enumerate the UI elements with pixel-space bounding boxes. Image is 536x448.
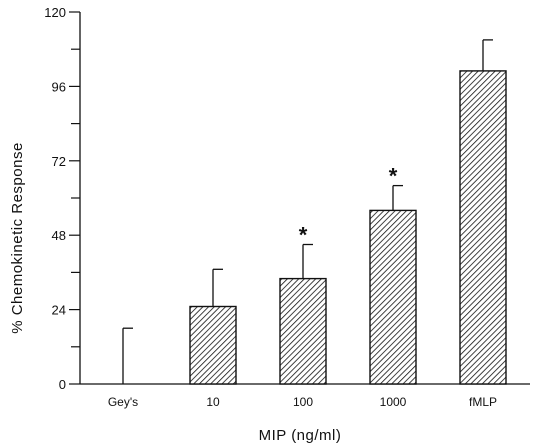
- x-tick-label: 1000: [380, 395, 407, 409]
- bar-2: [279, 277, 327, 385]
- x-tick-label: 10: [206, 395, 220, 409]
- y-tick-label: 0: [59, 377, 66, 392]
- y-tick-label: 120: [44, 5, 66, 20]
- x-tick-label: fMLP: [469, 395, 497, 409]
- x-axis-title: MIP (ng/ml): [259, 427, 342, 444]
- y-axis-title: % Chemokinetic Response: [9, 142, 26, 334]
- significance-marker-3: *: [389, 164, 398, 189]
- y-tick-label: 96: [52, 79, 66, 94]
- y-tick-label: 72: [52, 154, 66, 169]
- y-tick-label: 48: [52, 228, 66, 243]
- bars-group: Gey's 10 * 100 * 1000 fMLP: [108, 39, 507, 409]
- x-tick-label: Gey's: [108, 395, 138, 409]
- y-tick-label: 24: [52, 303, 66, 318]
- x-tick-label: 100: [293, 395, 313, 409]
- bar-1: [189, 305, 237, 385]
- significance-marker-2: *: [299, 223, 308, 248]
- bar-3: [369, 209, 417, 385]
- axes: 0 24 48 72 96 120: [44, 5, 530, 392]
- bar-4: [459, 70, 507, 385]
